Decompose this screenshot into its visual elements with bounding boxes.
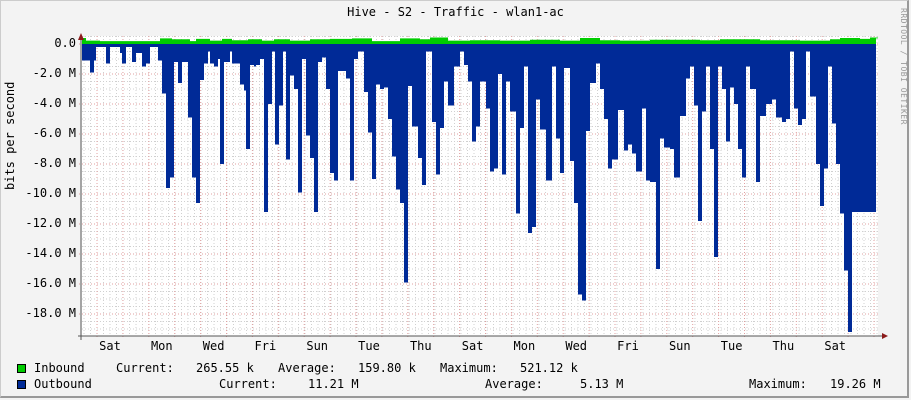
y-tick-label: -4.0 M	[32, 96, 76, 110]
outbound-average-value: 5.13 M	[580, 377, 624, 391]
y-tick-label: -2.0 M	[32, 66, 76, 80]
x-tick-label: Sat	[99, 339, 121, 353]
x-tick-label: Sat	[824, 339, 847, 353]
x-tick-label: Wed	[565, 339, 588, 353]
y-tick-label: -10.0 M	[25, 186, 76, 200]
y-tick-label: -8.0 M	[32, 156, 76, 170]
x-tick-label: Tue	[358, 339, 380, 353]
outbound-average-label: Average:	[485, 377, 543, 391]
x-tick-label: Sat	[461, 339, 484, 353]
inbound-current-label: Current:	[116, 361, 174, 375]
y-tick-label: -12.0 M	[25, 216, 76, 230]
inbound-average-value: 159.80 k	[358, 361, 416, 375]
x-tick-label: Mon	[513, 339, 536, 353]
x-tick-label: Fri	[617, 339, 639, 353]
x-tick-label: Tue	[720, 339, 743, 353]
y-tick-label: -14.0 M	[25, 246, 76, 260]
x-tick-label: Sun	[306, 339, 329, 353]
rrdtool-watermark: RRDTOOL / TOBI OETIKER	[899, 8, 908, 125]
outbound-label: Outbound	[34, 377, 92, 391]
x-tick-label: Thu	[409, 339, 432, 353]
outbound-current-value: 11.21 M	[308, 377, 359, 391]
x-tick-label: Fri	[254, 339, 277, 353]
inbound-swatch	[17, 364, 26, 373]
x-tick-label: Thu	[772, 339, 795, 353]
outbound-maximum-value: 19.26 M	[830, 377, 881, 391]
y-tick-label: -6.0 M	[32, 126, 76, 140]
inbound-label: Inbound	[34, 361, 85, 375]
y-tick-label: -18.0 M	[25, 306, 76, 320]
x-tick-label: Wed	[202, 339, 225, 353]
inbound-maximum-label: Maximum:	[440, 361, 498, 375]
x-tick-label: Sun	[668, 339, 691, 353]
y-tick-label: 0.0	[54, 36, 76, 50]
outbound-swatch	[17, 380, 26, 389]
outbound-current-label: Current:	[219, 377, 277, 391]
chart-title: Hive - S2 - Traffic - wlan1-ac	[347, 5, 564, 19]
x-tick-label: Mon	[150, 339, 173, 353]
inbound-current-value: 265.55 k	[196, 361, 254, 375]
y-tick-label: -16.0 M	[25, 276, 76, 290]
outbound-maximum-label: Maximum:	[749, 377, 807, 391]
inbound-maximum-value: 521.12 k	[520, 361, 578, 375]
inbound-average-label: Average:	[278, 361, 336, 375]
